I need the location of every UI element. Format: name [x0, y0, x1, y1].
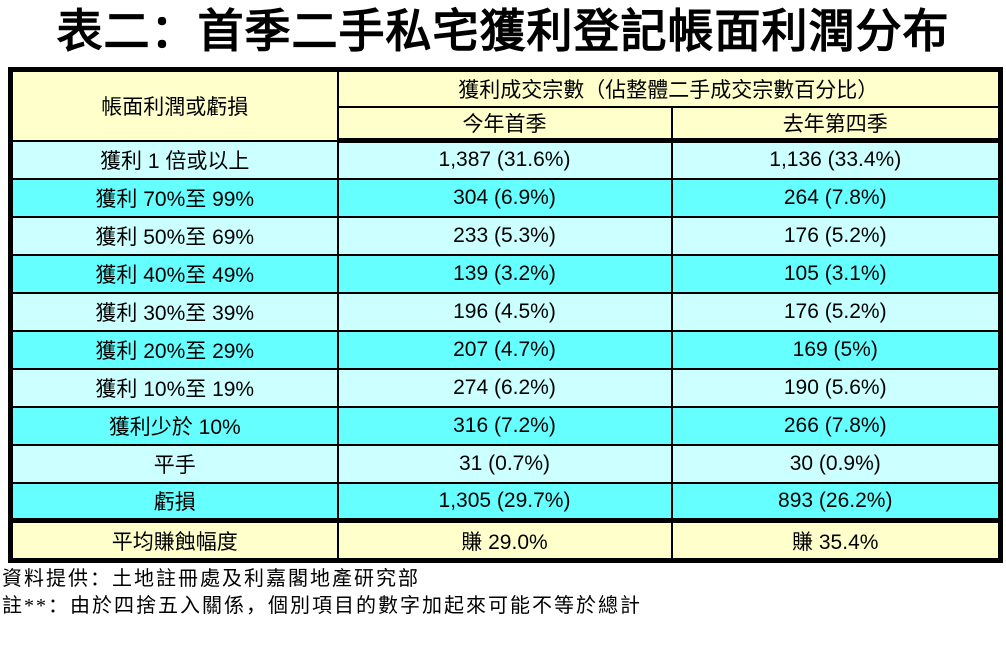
row-label: 獲利 20%至 29% [9, 329, 339, 370]
row-label: 獲利 70%至 99% [9, 177, 339, 218]
table-row: 獲利 10%至 19% 274 (6.2%) 190 (5.6%) [9, 367, 1002, 408]
table-row: 獲利 1 倍或以上 1,387 (31.6%) 1,136 (33.4%) [9, 139, 1002, 180]
header-row-quarters: 今年首季 去年第四季 [11, 106, 1002, 144]
row-label: 獲利 1 倍或以上 [9, 139, 339, 180]
row-label: 獲利 10%至 19% [9, 367, 339, 408]
last-quarter-value: 264 (7.8%) [670, 177, 1002, 218]
this-quarter-value: 139 (3.2%) [336, 253, 673, 294]
table-row: 獲利少於 10% 316 (7.2%) 266 (7.8%) [9, 405, 1002, 446]
table-row: 平手 31 (0.7%) 30 (0.9%) [9, 443, 1002, 484]
row-label: 獲利 50%至 69% [9, 215, 339, 256]
column-header-profit-or-loss: 帳面利潤或虧損 [9, 68, 339, 142]
row-label: 獲利 40%至 49% [9, 253, 339, 294]
table-body: 獲利 1 倍或以上 1,387 (31.6%) 1,136 (33.4%) 獲利… [9, 139, 1002, 562]
footnote-source: 資料提供：土地註冊處及利嘉閣地產研究部 [2, 568, 420, 591]
row-label: 獲利少於 10% [9, 405, 339, 446]
summary-this-quarter-value: 賺 29.0% [336, 518, 673, 562]
column-header-transactions-group: 獲利成交宗數（佔整體二手成交宗數百分比） [336, 68, 1002, 109]
table-header: 帳面利潤或虧損 獲利成交宗數（佔整體二手成交宗數百分比） 今年首季 去年第四季 [9, 68, 1002, 144]
last-quarter-value: 105 (3.1%) [670, 253, 1002, 294]
last-quarter-value: 169 (5%) [670, 329, 1002, 370]
last-quarter-value: 893 (26.2%) [670, 481, 1002, 522]
this-quarter-value: 31 (0.7%) [336, 443, 673, 484]
this-quarter-value: 196 (4.5%) [336, 291, 673, 332]
profit-distribution-table: 帳面利潤或虧損 獲利成交宗數（佔整體二手成交宗數百分比） 今年首季 去年第四季 … [8, 66, 1003, 564]
this-quarter-value: 1,305 (29.7%) [336, 481, 673, 522]
page-title: 表二：首季二手私宅獲利登記帳面利潤分布 [56, 5, 950, 57]
this-quarter-value: 207 (4.7%) [336, 329, 673, 370]
table-row: 獲利 70%至 99% 304 (6.9%) 264 (7.8%) [9, 177, 1002, 218]
column-header-last-quarter: 去年第四季 [670, 106, 1002, 144]
summary-last-quarter-value: 賺 35.4% [670, 518, 1002, 562]
last-quarter-value: 1,136 (33.4%) [670, 139, 1002, 180]
row-label: 獲利 30%至 39% [9, 291, 339, 332]
table-row: 虧損 1,305 (29.7%) 893 (26.2%) [9, 481, 1002, 522]
row-label: 虧損 [9, 481, 339, 522]
row-label: 平手 [9, 443, 339, 484]
footnote-rounding-note: 註**：由於四捨五入關係，個別項目的數字加起來可能不等於總計 [2, 595, 642, 618]
profit-table-wrapper: 帳面利潤或虧損 獲利成交宗數（佔整體二手成交宗數百分比） 今年首季 去年第四季 … [8, 66, 1003, 564]
table-row: 獲利 40%至 49% 139 (3.2%) 105 (3.1%) [9, 253, 1002, 294]
table-row: 獲利 50%至 69% 233 (5.3%) 176 (5.2%) [9, 215, 1002, 256]
summary-row: 平均賺蝕幅度 賺 29.0% 賺 35.4% [9, 518, 1002, 562]
header-row-group: 帳面利潤或虧損 獲利成交宗數（佔整體二手成交宗數百分比） [9, 68, 1002, 142]
this-quarter-value: 316 (7.2%) [336, 405, 673, 446]
table-row: 獲利 20%至 29% 207 (4.7%) 169 (5%) [9, 329, 1002, 370]
this-quarter-value: 274 (6.2%) [336, 367, 673, 408]
last-quarter-value: 190 (5.6%) [670, 367, 1002, 408]
this-quarter-value: 233 (5.3%) [336, 215, 673, 256]
last-quarter-value: 176 (5.2%) [670, 215, 1002, 256]
this-quarter-value: 304 (6.9%) [336, 177, 673, 218]
this-quarter-value: 1,387 (31.6%) [336, 139, 673, 180]
column-header-this-quarter: 今年首季 [336, 106, 673, 144]
last-quarter-value: 30 (0.9%) [670, 443, 1002, 484]
last-quarter-value: 176 (5.2%) [670, 291, 1002, 332]
last-quarter-value: 266 (7.8%) [670, 405, 1002, 446]
summary-label: 平均賺蝕幅度 [9, 518, 339, 562]
footnotes: 資料提供：土地註冊處及利嘉閣地產研究部 註**：由於四捨五入關係，個別項目的數字… [2, 566, 1006, 620]
table-row: 獲利 30%至 39% 196 (4.5%) 176 (5.2%) [9, 291, 1002, 332]
